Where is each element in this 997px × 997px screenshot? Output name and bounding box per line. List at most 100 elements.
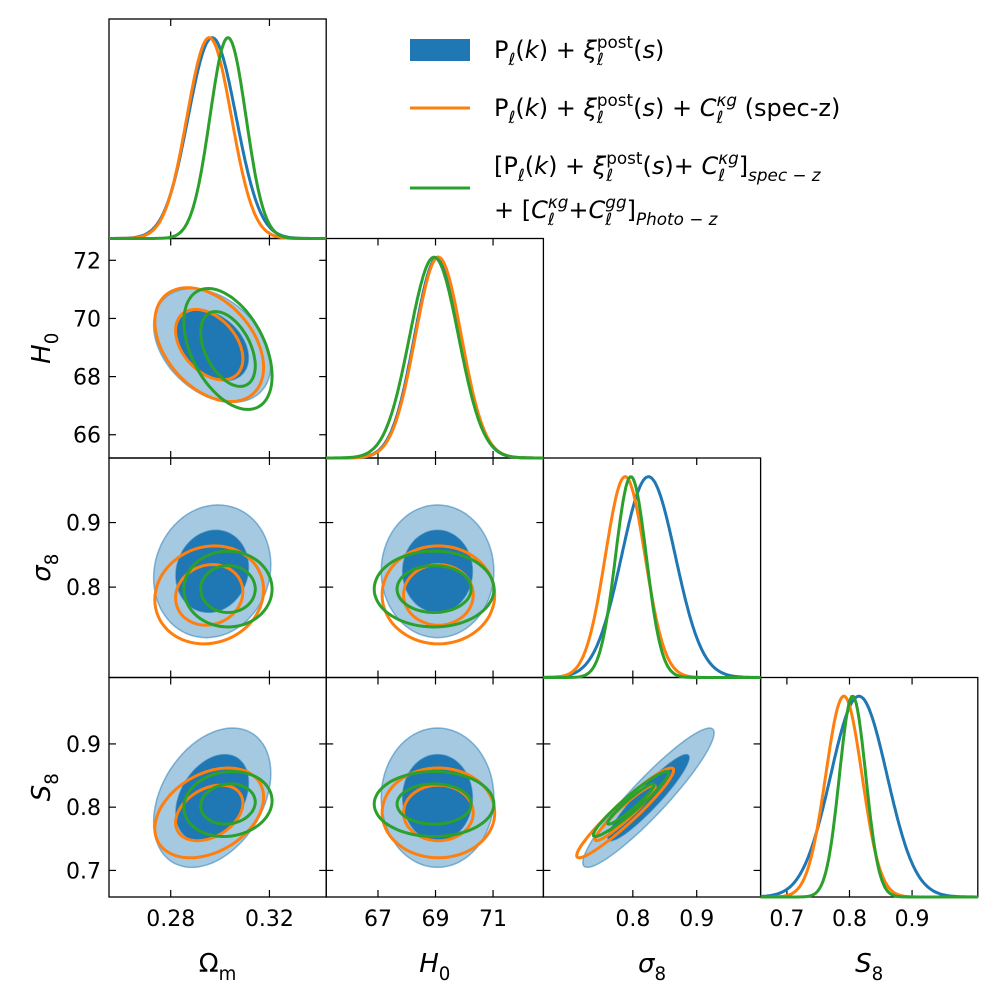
text-segment: ξ (582, 94, 597, 122)
text-segment: 8 (42, 773, 63, 785)
contour-68 (174, 562, 245, 627)
y-tick-label: 0.9 (66, 512, 101, 537)
contour-68 (606, 782, 656, 826)
text-segment: 0 (42, 333, 63, 345)
text-segment: s (642, 94, 655, 122)
posterior-1d (326, 255, 544, 460)
panel-frame (325, 237, 545, 459)
contour-95 (153, 766, 266, 860)
text-segment: s (642, 36, 655, 64)
text-segment: ( (633, 94, 642, 122)
text-segment: σ (638, 949, 656, 979)
y-tick-label: 0.9 (66, 733, 101, 758)
x-axis-label: S8 (855, 949, 883, 985)
text-segment: ℓ (517, 165, 525, 185)
text-segment: ] (627, 196, 636, 224)
x-axis-label: Ωm (199, 949, 237, 985)
panel-frame (542, 457, 762, 679)
text-segment: post (606, 148, 643, 168)
contour-95 (182, 549, 274, 629)
x-tick-label: 0.9 (895, 907, 930, 932)
x-tick-label: 67 (364, 907, 392, 932)
text-segment: Ω (199, 949, 219, 979)
y-tick-label: 72 (73, 249, 101, 274)
text-segment: ℓ (596, 107, 604, 127)
contour-95 (372, 769, 496, 839)
text-segment: ℓ (715, 107, 723, 127)
y-axis-label: S8 (27, 773, 63, 801)
text-segment: H (27, 344, 57, 364)
text-segment: H (419, 949, 439, 979)
text-segment: post (597, 32, 634, 52)
text-segment: ) (655, 36, 664, 64)
text-segment: ( (525, 152, 534, 180)
x-tick-label: 71 (479, 907, 507, 932)
posterior-1d (760, 694, 978, 899)
x-tick-label: 0.32 (245, 907, 294, 932)
text-segment: C (700, 94, 717, 122)
contour-68 (199, 782, 257, 826)
contour-95 (591, 770, 671, 838)
contour-68 (395, 564, 473, 615)
text-segment: ] (739, 152, 748, 180)
legend-label: Pℓ(k) + ξpost ℓ (s) (494, 32, 664, 69)
contour-95 (380, 544, 497, 646)
text-segment: C (589, 196, 606, 224)
text-segment: (spec-z) (737, 94, 840, 122)
text-segment: ℓ (596, 49, 604, 69)
text-segment: P (494, 94, 508, 122)
posterior-1d (109, 36, 327, 240)
text-segment: spec − z (748, 165, 822, 185)
x-tick-label: 69 (422, 907, 450, 932)
text-segment: [P (494, 152, 518, 180)
posterior-1d (543, 475, 761, 679)
text-segment: κg (716, 90, 737, 110)
x-axis-label: σ8 (638, 949, 666, 985)
text-segment: + [ (494, 196, 531, 224)
text-segment: 8 (42, 554, 63, 566)
contour-68 (199, 564, 257, 615)
text-segment: + (568, 196, 588, 224)
y-axis-label: H0 (27, 333, 63, 364)
contour-68 (395, 782, 473, 826)
panel-frame (759, 676, 979, 898)
legend-swatch (410, 39, 470, 61)
posterior-1d (326, 255, 544, 460)
y-tick-label: 0.7 (66, 859, 101, 884)
text-segment: P (494, 36, 508, 64)
x-tick-label: 0.9 (679, 907, 714, 932)
y-tick-label: 68 (73, 366, 101, 391)
text-segment: ) + (655, 94, 700, 122)
text-segment: Photo − z (636, 209, 719, 229)
contour-95 (153, 544, 266, 646)
y-tick-label: 66 (73, 424, 101, 449)
text-segment: ℓ (604, 209, 612, 229)
contour-95 (182, 286, 274, 411)
text-segment: k (525, 94, 540, 122)
text-segment: ξ (582, 36, 597, 64)
x-tick-label: 0.8 (615, 907, 650, 932)
text-segment: ℓ (717, 165, 725, 185)
x-tick-label: 0.7 (769, 907, 804, 932)
posterior-1d (543, 475, 761, 679)
posterior-1d (760, 694, 978, 899)
contour-95 (380, 766, 497, 860)
text-segment: ) + (539, 36, 584, 64)
text-segment: ( (633, 36, 642, 64)
contour-95 (182, 769, 274, 839)
text-segment: s (652, 152, 665, 180)
legend-label: [Pℓ(k) + ξpost ℓ (s)+ Cκg ℓ]spec − z (494, 148, 822, 185)
contour-68 (199, 310, 257, 388)
text-segment: )+ (664, 152, 701, 180)
text-segment: ( (515, 36, 524, 64)
text-segment: C (531, 196, 548, 224)
text-segment: ℓ (507, 107, 515, 127)
text-segment: σ (27, 564, 57, 582)
x-tick-label: 0.28 (146, 907, 195, 932)
text-segment: ( (515, 94, 524, 122)
contour-95 (372, 549, 496, 629)
text-segment: k (534, 152, 549, 180)
y-axis-label: σ8 (27, 554, 63, 582)
text-segment: ) + (539, 94, 584, 122)
